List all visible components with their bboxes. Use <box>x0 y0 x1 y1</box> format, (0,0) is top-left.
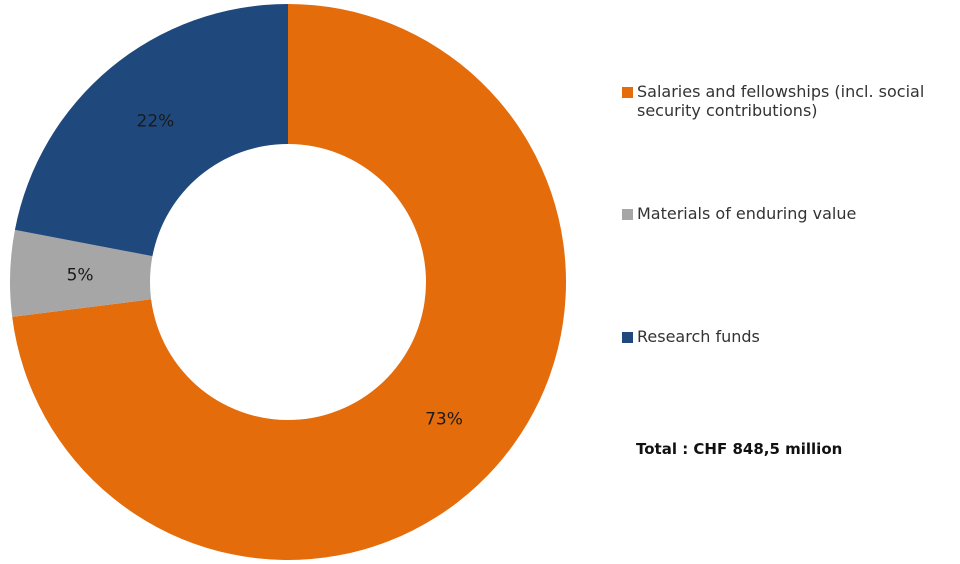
legend-swatch <box>622 332 633 343</box>
chart: 73% 5% 22% <box>9 4 567 560</box>
total-annotation: Total : CHF 848,5 million <box>636 440 843 458</box>
slice <box>12 4 567 560</box>
slice-label: 5% <box>67 265 94 285</box>
legend-label: Research funds <box>637 327 760 346</box>
slice <box>9 229 153 317</box>
legend-item: Materials of enduring value <box>622 204 952 223</box>
slice-label: 73% <box>425 410 463 430</box>
legend-label: Materials of enduring value <box>637 204 857 223</box>
legend-item: Salaries and fellowships (incl. social s… <box>622 82 952 120</box>
legend-swatch <box>622 209 633 220</box>
legend-item: Research funds <box>622 327 952 346</box>
slice-label: 22% <box>137 112 175 132</box>
slice <box>14 4 289 257</box>
legend-label: Salaries and fellowships (incl. social s… <box>637 82 925 120</box>
legend-swatch <box>622 87 633 98</box>
